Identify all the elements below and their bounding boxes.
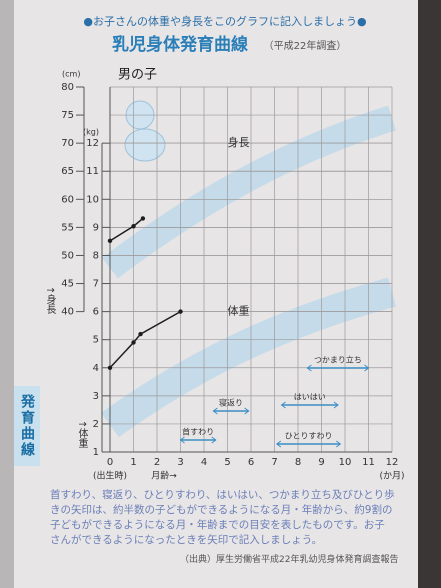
x-tick-label: 10 xyxy=(339,457,352,468)
data-point xyxy=(107,365,113,370)
data-point xyxy=(178,309,183,314)
x-tick-label: 4 xyxy=(201,457,207,468)
y2-tick-label: 55 xyxy=(61,222,74,233)
y2-tick-label: 40 xyxy=(61,307,74,318)
x-tick-label: 11 xyxy=(362,457,375,468)
note: 首すわり、寝返り、ひとりすわり、はいはい、つかまり立ち及びひとり歩きの矢印は、約… xyxy=(50,489,395,546)
data-point xyxy=(131,224,136,229)
y-label: ↑体重 xyxy=(76,420,88,448)
bear-illustration xyxy=(124,100,166,162)
arrow-head xyxy=(212,407,250,415)
y-tick-label: 10 xyxy=(86,194,99,205)
y-tick-label: 12 xyxy=(86,138,99,149)
x-tick-label: 5 xyxy=(224,457,230,468)
x-tick-label: 0 xyxy=(107,457,113,468)
milestone-label: 首すわり xyxy=(182,427,214,437)
y-tick-label: 11 xyxy=(86,166,99,177)
source: （出典）厚生労働省平成22年乳幼児身体発育調査報告 xyxy=(180,555,399,565)
y-tick-label: 4 xyxy=(93,363,99,374)
arrow-head xyxy=(179,436,217,444)
data-point xyxy=(107,238,113,244)
y2-tick-label: 65 xyxy=(61,166,74,177)
series-label: 身長 xyxy=(228,135,250,149)
y-tick-label: 7 xyxy=(93,279,99,290)
y2-label: ↑身長 xyxy=(44,286,56,315)
chart-label: 男の子 xyxy=(118,68,157,83)
y-tick-label: 2 xyxy=(93,419,99,430)
reference-band xyxy=(101,277,396,438)
data-point xyxy=(140,216,146,221)
y2-unit: (cm) xyxy=(62,70,80,79)
y2-tick-label: 80 xyxy=(61,82,74,93)
y-tick-label: 6 xyxy=(93,307,99,318)
arrow-head xyxy=(306,364,370,372)
side-tab: 発育曲線 xyxy=(14,386,40,466)
milestone-label: つかまり立ち xyxy=(314,355,362,365)
milestone-label: はいはい xyxy=(294,393,326,402)
x-label: 月齢→ xyxy=(151,470,177,482)
y-tick-label: 5 xyxy=(93,335,99,346)
data-line xyxy=(109,310,181,369)
x-tick-label: 7 xyxy=(271,457,277,468)
x-tick-label: 3 xyxy=(177,457,183,468)
reference-band xyxy=(102,105,396,279)
x-tick-label: 9 xyxy=(318,457,324,468)
chart-title: 乳児身体発育曲線 xyxy=(112,34,248,55)
arrow-head xyxy=(276,440,342,448)
y2-tick-label: 45 xyxy=(61,279,74,290)
y-unit: (kg) xyxy=(83,128,99,137)
y2-tick-label: 50 xyxy=(61,250,74,261)
y-tick-label: 8 xyxy=(93,250,99,261)
x-tick-label: 2 xyxy=(154,457,160,468)
page-edge xyxy=(0,0,14,588)
x-tick-label: 1 xyxy=(130,457,136,468)
series-label: 体重 xyxy=(228,304,250,318)
milestone-label: ひとりすわり xyxy=(285,432,333,441)
x-tick-label: 8 xyxy=(295,457,301,468)
data-point xyxy=(131,340,136,345)
y-tick-label: 3 xyxy=(93,391,99,402)
x-start-label: (出生時) xyxy=(93,470,127,482)
arrow-head xyxy=(280,401,339,409)
y2-tick-label: 75 xyxy=(61,110,74,121)
y-tick-label: 1 xyxy=(93,447,99,458)
data-point xyxy=(138,331,143,337)
milestone-label: 寝返り xyxy=(219,398,243,408)
y-tick-label: 9 xyxy=(93,222,99,233)
subtitle: （平成22年調査） xyxy=(264,39,347,52)
y2-tick-label: 70 xyxy=(61,138,74,149)
header: ●お子さんの体重や身長をこのグラフに記入しましょう● xyxy=(83,14,366,28)
x-unit: (か月) xyxy=(379,471,404,482)
x-tick-label: 6 xyxy=(248,457,254,468)
x-tick-label: 12 xyxy=(386,457,399,468)
y2-tick-label: 60 xyxy=(61,194,74,205)
